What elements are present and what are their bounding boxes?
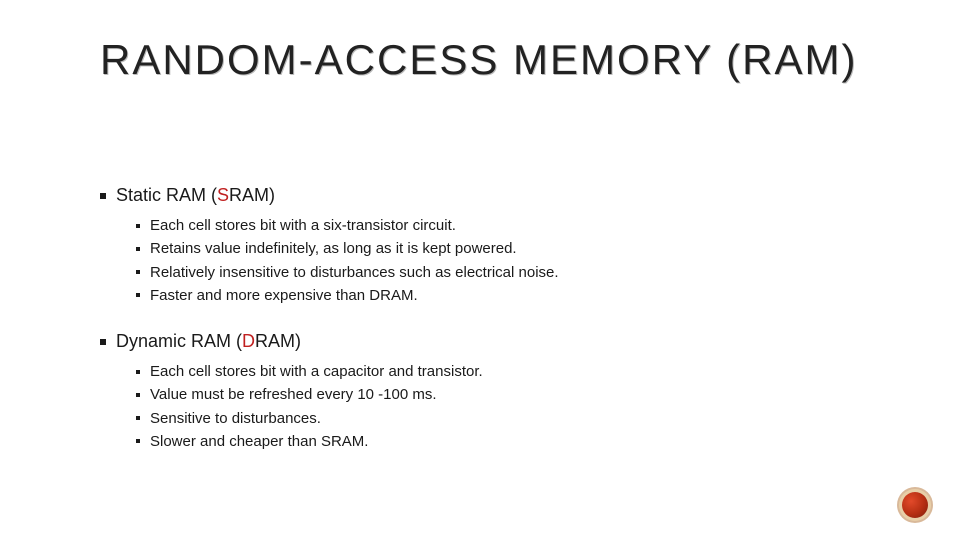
list-item: Relatively insensitive to disturbances s…: [136, 261, 900, 284]
heading-suffix: ): [269, 185, 275, 205]
heading-suffix: ): [295, 331, 301, 351]
list-item-text: Relatively insensitive to disturbances s…: [150, 261, 559, 284]
heading-abbrev-letter: D: [242, 331, 255, 351]
dram-list: Each cell stores bit with a capacitor an…: [136, 360, 900, 453]
list-item-text: Each cell stores bit with a capacitor an…: [150, 360, 483, 383]
list-item: Value must be refreshed every 10 -100 ms…: [136, 383, 900, 406]
square-bullet-icon: [136, 247, 140, 251]
slide-content: Static RAM (SRAM) Each cell stores bit w…: [100, 185, 900, 477]
list-item-text: Each cell stores bit with a six-transist…: [150, 214, 456, 237]
square-bullet-icon: [100, 193, 106, 199]
list-item: Each cell stores bit with a six-transist…: [136, 214, 900, 237]
square-bullet-icon: [136, 416, 140, 420]
heading-abbrev-rest: RAM: [229, 185, 269, 205]
sram-list: Each cell stores bit with a six-transist…: [136, 214, 900, 307]
list-item: Each cell stores bit with a capacitor an…: [136, 360, 900, 383]
square-bullet-icon: [136, 370, 140, 374]
heading-abbrev-rest: RAM: [255, 331, 295, 351]
square-bullet-icon: [136, 393, 140, 397]
list-item-text: Faster and more expensive than DRAM.: [150, 284, 418, 307]
list-item-text: Retains value indefinitely, as long as i…: [150, 237, 517, 260]
square-bullet-icon: [136, 270, 140, 274]
square-bullet-icon: [100, 339, 106, 345]
square-bullet-icon: [136, 293, 140, 297]
list-item: Retains value indefinitely, as long as i…: [136, 237, 900, 260]
list-item-text: Sensitive to disturbances.: [150, 407, 321, 430]
list-item-text: Slower and cheaper than SRAM.: [150, 430, 368, 453]
list-item: Sensitive to disturbances.: [136, 407, 900, 430]
list-item: Slower and cheaper than SRAM.: [136, 430, 900, 453]
heading-prefix: Dynamic RAM (: [116, 331, 242, 351]
square-bullet-icon: [136, 439, 140, 443]
list-item: Faster and more expensive than DRAM.: [136, 284, 900, 307]
list-item-text: Value must be refreshed every 10 -100 ms…: [150, 383, 437, 406]
slide-title: RANDOM-ACCESS MEMORY (RAM): [100, 36, 858, 84]
decorative-circle-icon: [902, 492, 928, 518]
heading-prefix: Static RAM (: [116, 185, 217, 205]
heading-abbrev-letter: S: [217, 185, 229, 205]
square-bullet-icon: [136, 224, 140, 228]
section-heading-sram: Static RAM (SRAM): [100, 185, 900, 206]
section-heading-dram: Dynamic RAM (DRAM): [100, 331, 900, 352]
